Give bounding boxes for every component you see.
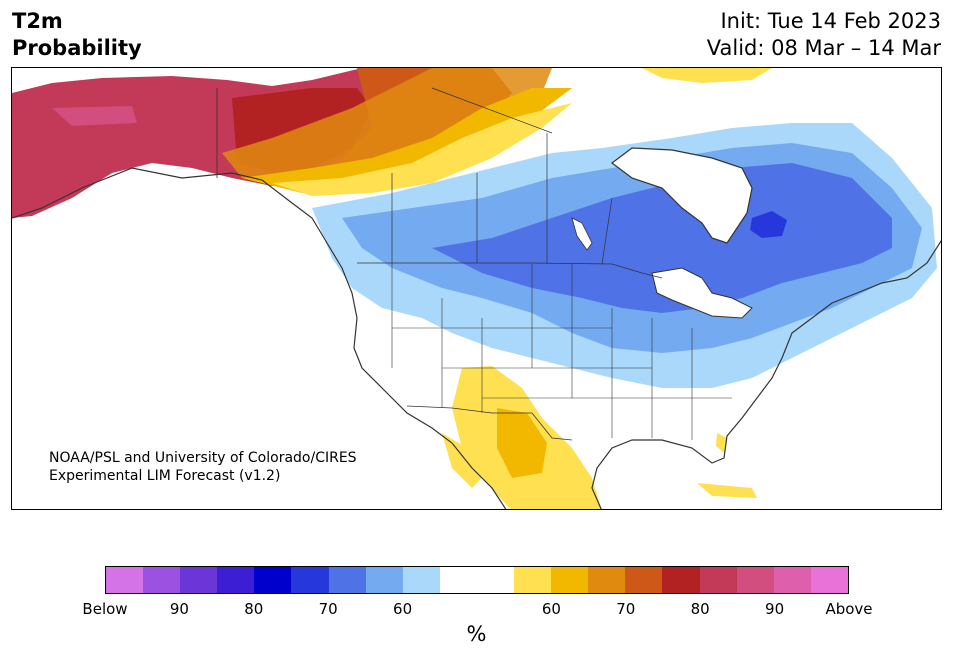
colorbar-swatch xyxy=(736,567,774,593)
hudson-cold-peak xyxy=(750,211,787,238)
title-variable: T2m xyxy=(12,9,63,33)
title-metric: Probability xyxy=(12,36,142,60)
colorbar-tick-label: 90 xyxy=(169,600,189,618)
colorbar-tick-label: 80 xyxy=(244,600,264,618)
colorbar xyxy=(105,566,849,594)
colorbar-unit: % xyxy=(466,622,487,646)
colorbar-swatch xyxy=(180,567,218,593)
us-mexico-border xyxy=(406,405,573,441)
forecast-dates: Init: Tue 14 Feb 2023 Valid: 08 Mar – 14… xyxy=(707,8,941,62)
pacific-coastline xyxy=(12,167,507,509)
credit-line-2: Experimental LIM Forecast (v1.2) xyxy=(49,468,281,484)
colorbar-swatch xyxy=(588,567,626,593)
alaska-peak-region xyxy=(52,106,137,126)
state-borders xyxy=(391,263,732,440)
forecast-map xyxy=(11,67,942,510)
hudson-bay-coast xyxy=(611,147,753,244)
init-date: Init: Tue 14 Feb 2023 xyxy=(720,9,941,33)
cuba-yellow-region xyxy=(697,483,757,498)
lake-winnipeg xyxy=(571,217,593,251)
valid-range: Valid: 08 Mar – 14 Mar xyxy=(706,36,941,60)
colorbar-swatch xyxy=(402,567,440,593)
great-lakes xyxy=(651,267,753,319)
colorbar-swatch xyxy=(662,567,700,593)
colorbar-tick-label: 60 xyxy=(541,600,561,618)
colorbar-swatch xyxy=(476,567,515,593)
colorbar-swatch xyxy=(625,567,663,593)
arctic-yellow-region xyxy=(642,68,772,83)
map-canvas xyxy=(12,68,941,509)
colorbar-labels: Below 90 80 70 60 60 70 80 90 Above xyxy=(82,600,872,618)
colorbar-swatch xyxy=(699,567,737,593)
colorbar-swatch xyxy=(254,567,292,593)
colorbar-swatch xyxy=(439,567,477,593)
colorbar-tick-label: 70 xyxy=(318,600,338,618)
map-title: T2m Probability xyxy=(12,8,142,62)
canada-gold-region xyxy=(242,88,572,193)
credit-line-1: NOAA/PSL and University of Colorado/CIRE… xyxy=(49,450,357,466)
florida-yellow-region xyxy=(716,433,727,453)
canada-amber-region xyxy=(222,68,552,193)
colorbar-swatch xyxy=(773,567,811,593)
colorbar-tick-label: 60 xyxy=(393,600,413,618)
colorbar-swatch xyxy=(217,567,255,593)
colorbar-tick-label: Above xyxy=(825,600,873,618)
canada-yellow-region xyxy=(272,103,572,196)
province-borders xyxy=(391,87,613,265)
baja-yellow-region xyxy=(442,433,482,488)
colorbar-tick-label: 70 xyxy=(616,600,636,618)
southwest-gold-region xyxy=(497,408,547,478)
atlantic-coastline xyxy=(591,240,941,509)
colorbar-swatch xyxy=(551,567,589,593)
us-canada-border xyxy=(357,262,663,279)
colorbar-swatch xyxy=(143,567,181,593)
colorbar-swatch xyxy=(810,567,848,593)
colorbar-tick-label: Below xyxy=(82,600,128,618)
colorbar-swatch xyxy=(291,567,329,593)
colorbar-swatch xyxy=(514,567,552,593)
colorbar-swatch xyxy=(106,567,144,593)
credit-text: NOAA/PSL and University of Colorado/CIRE… xyxy=(49,449,357,485)
cold-core-region xyxy=(432,163,892,313)
colorbar-tick-label: 80 xyxy=(690,600,710,618)
colorbar-swatch xyxy=(365,567,403,593)
colorbar-tick-label: 90 xyxy=(765,600,785,618)
colorbar-swatch xyxy=(328,567,366,593)
